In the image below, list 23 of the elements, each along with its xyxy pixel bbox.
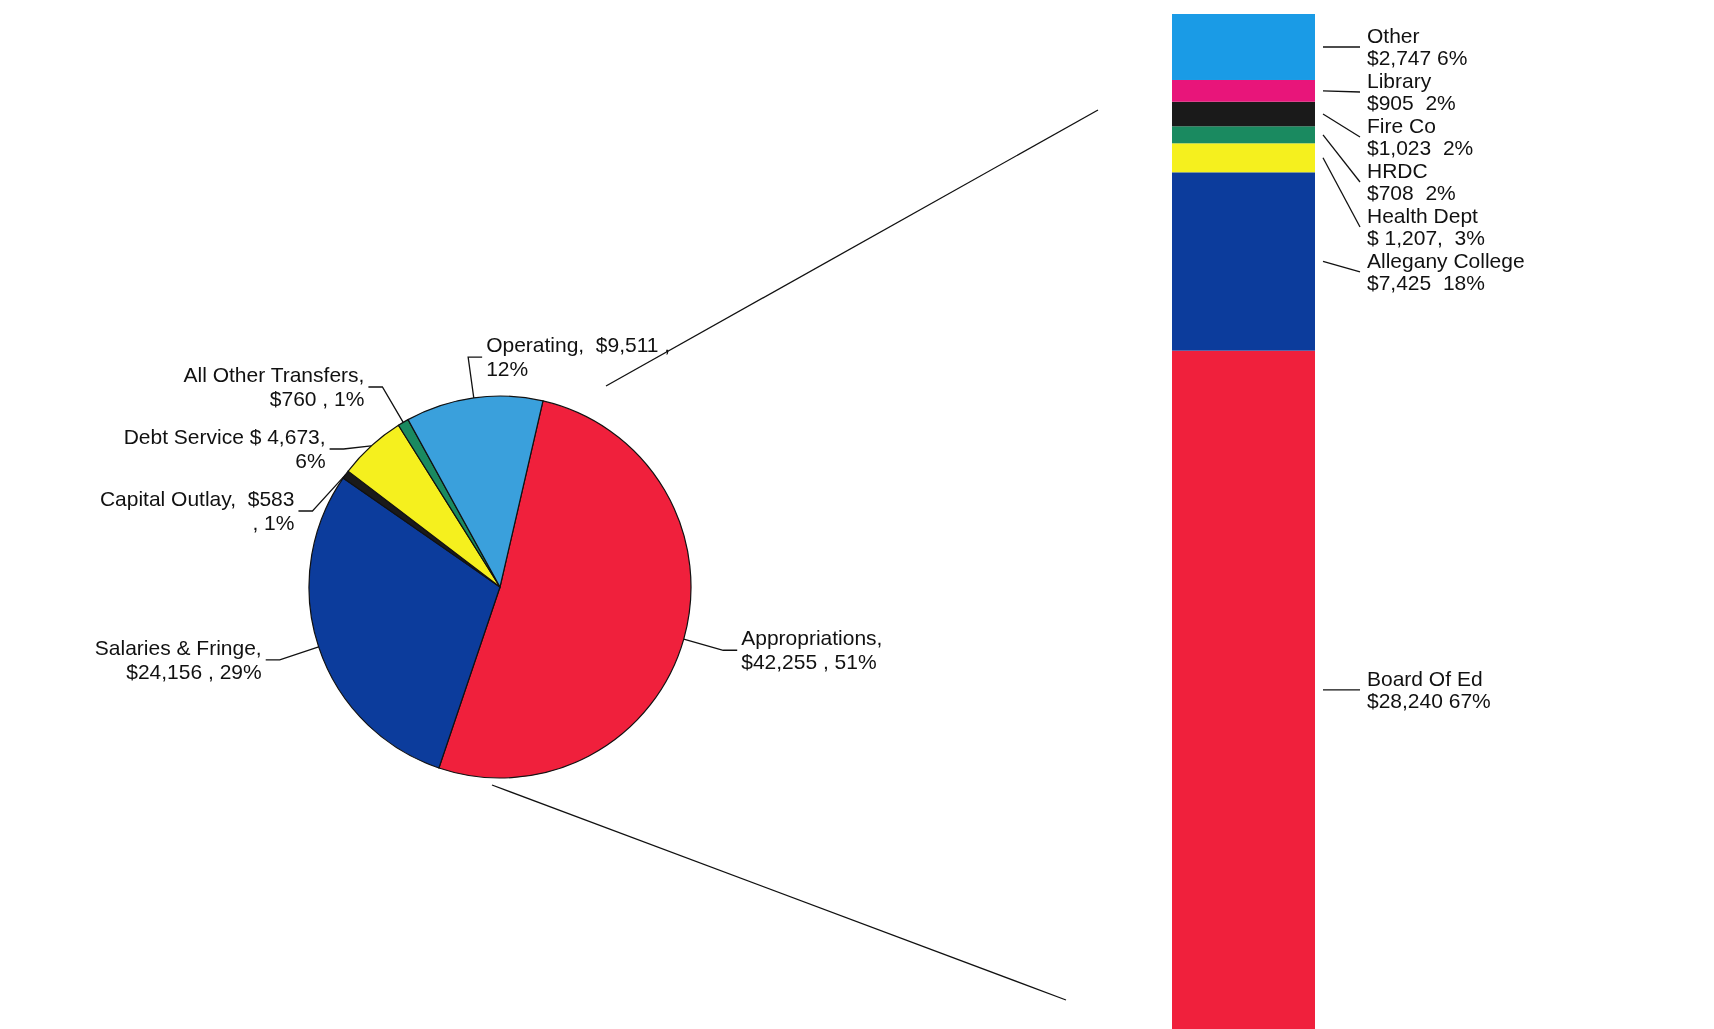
slice-label: Appropriations, $42,255 , 51% xyxy=(741,626,883,674)
slice-label: Salaries & Fringe, $24,156 , 29% xyxy=(94,635,262,683)
data-label: $708 2% xyxy=(1367,180,1456,204)
text: Board Of Ed xyxy=(1367,666,1483,690)
data-label: $1,023 2% xyxy=(1367,135,1474,159)
bar xyxy=(1172,350,1315,1029)
text: Allegany College xyxy=(1367,248,1525,272)
text: HRDC xyxy=(1367,158,1428,182)
bar xyxy=(1172,101,1315,127)
text: Other xyxy=(1367,23,1420,47)
text: Fire Co xyxy=(1367,113,1436,137)
slice-label: Capital Outlay, $583 , 1% xyxy=(99,487,295,535)
text: Health Dept xyxy=(1367,203,1479,227)
slice-label: Debt Service $ 4,673, 6% xyxy=(123,425,326,473)
bar xyxy=(1172,79,1315,102)
data-label: $28,240 67% xyxy=(1367,688,1491,712)
bar xyxy=(1172,14,1315,80)
bar xyxy=(1172,172,1315,351)
data-label: $2,747 6% xyxy=(1367,45,1468,69)
slice-label: All Other Transfers, $760 , 1% xyxy=(183,363,365,411)
bar xyxy=(1172,126,1315,144)
text: Library xyxy=(1367,68,1432,92)
bar xyxy=(1172,143,1315,173)
